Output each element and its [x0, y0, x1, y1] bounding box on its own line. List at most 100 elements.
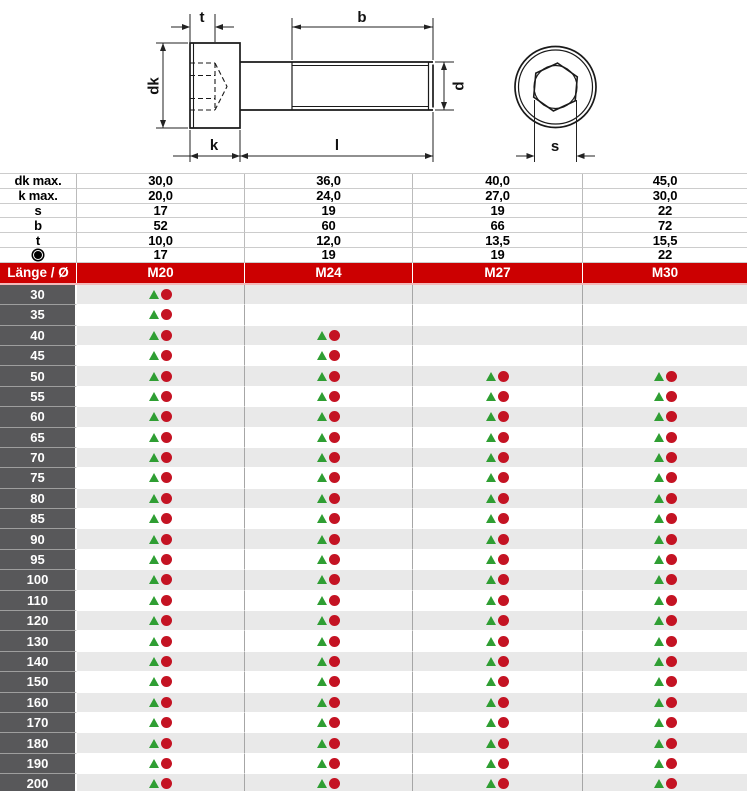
availability-cell	[77, 427, 245, 448]
availability-cell	[77, 774, 245, 791]
circle-marker-icon	[161, 594, 172, 606]
circle-marker-icon	[665, 757, 677, 769]
triangle-marker-icon	[486, 758, 496, 768]
availability-cell	[583, 305, 747, 326]
availability-cell	[583, 407, 747, 428]
circle-marker-icon	[161, 778, 172, 790]
triangle-marker-icon	[317, 453, 327, 463]
s-dimension-lines	[516, 100, 595, 162]
length-cell: 90	[0, 529, 77, 550]
length-cell: 120	[0, 611, 77, 632]
circle-marker-icon	[665, 554, 677, 566]
circle-marker-icon	[665, 676, 677, 688]
circle-marker-icon	[161, 329, 172, 341]
circle-marker-icon	[161, 288, 172, 300]
length-row-75: 75	[0, 468, 747, 489]
triangle-marker-icon	[317, 575, 327, 585]
length-cell: 35	[0, 305, 77, 326]
triangle-marker-icon	[149, 432, 159, 442]
length-row-60: 60	[0, 407, 747, 428]
triangle-marker-icon	[486, 453, 496, 463]
availability-cell	[583, 713, 747, 734]
length-row-90: 90	[0, 529, 747, 550]
availability-cell	[245, 733, 413, 754]
circle-marker-icon	[498, 594, 509, 606]
circle-marker-icon	[161, 513, 172, 525]
length-row-160: 160	[0, 692, 747, 713]
triangle-marker-icon	[149, 514, 159, 524]
spec-value: 12,0	[245, 233, 413, 248]
size-column-header-m30: M30	[651, 265, 679, 281]
circle-marker-icon	[498, 676, 509, 688]
circle-marker-icon	[161, 656, 172, 667]
circle-marker-icon	[161, 492, 172, 504]
availability-cell	[413, 753, 583, 775]
hex-socket-outline	[532, 62, 579, 112]
availability-cell	[583, 631, 747, 652]
triangle-marker-icon	[317, 473, 327, 483]
circle-marker-icon	[665, 615, 677, 627]
availability-cell	[413, 651, 583, 673]
availability-cell	[413, 712, 583, 734]
circle-marker-icon	[498, 717, 509, 729]
dim-label-k: k	[210, 137, 219, 154]
availability-cell	[77, 386, 245, 408]
circle-marker-icon	[498, 778, 509, 790]
spec-value: 15,5	[583, 233, 747, 248]
availability-cell	[413, 590, 583, 612]
spec-row-label: b	[0, 218, 77, 234]
triangle-marker-icon	[653, 473, 664, 483]
length-cell: 170	[0, 712, 77, 734]
availability-cell	[583, 591, 747, 612]
triangle-marker-icon	[486, 657, 496, 666]
triangle-marker-icon	[317, 738, 327, 748]
availability-cell	[413, 611, 583, 632]
availability-cell	[77, 733, 245, 754]
circle-marker-icon	[161, 676, 172, 688]
circle-marker-icon	[665, 411, 677, 423]
availability-cell	[583, 733, 747, 754]
circle-marker-icon	[665, 370, 677, 382]
circle-marker-icon	[329, 452, 340, 464]
triangle-marker-icon	[149, 738, 159, 748]
spec-value: 40,0	[413, 174, 583, 189]
length-cell: 130	[0, 631, 77, 652]
availability-cell	[77, 366, 245, 387]
spec-value: 10,0	[77, 233, 245, 248]
triangle-marker-icon	[317, 758, 327, 768]
triangle-marker-icon	[149, 677, 159, 687]
circle-marker-icon	[161, 615, 172, 627]
size-column-header-m24: M24	[245, 262, 413, 283]
circle-marker-icon	[498, 492, 509, 504]
triangle-marker-icon	[317, 555, 327, 565]
availability-cell	[245, 386, 413, 408]
triangle-marker-icon	[653, 595, 664, 605]
availability-cell	[583, 692, 747, 713]
spec-value: 19	[245, 247, 413, 263]
spec-value: 19	[245, 203, 413, 219]
length-cell: 70	[0, 447, 77, 469]
size-column-header-m20: M20	[77, 262, 245, 283]
triangle-marker-icon	[317, 677, 327, 687]
length-cell: 190	[0, 753, 77, 775]
triangle-marker-icon	[317, 412, 327, 422]
circle-marker-icon	[665, 574, 677, 586]
length-cell: 180	[0, 733, 77, 754]
triangle-marker-icon	[149, 718, 159, 728]
length-cell: 40	[0, 325, 77, 346]
triangle-marker-icon	[149, 391, 159, 401]
triangle-marker-icon	[317, 657, 327, 666]
triangle-marker-icon	[486, 595, 496, 605]
triangle-marker-icon	[653, 412, 664, 422]
technical-drawing: t b dk d k l s	[145, 9, 597, 162]
triangle-marker-icon	[149, 371, 159, 381]
circle-marker-icon	[329, 757, 340, 769]
availability-cell	[413, 447, 583, 469]
availability-cell	[77, 712, 245, 734]
circle-marker-icon	[161, 472, 172, 484]
spec-value: 72	[583, 218, 747, 234]
circle-marker-icon	[329, 656, 340, 667]
availability-cell	[245, 345, 413, 367]
length-cell: 75	[0, 468, 77, 489]
length-row-180: 180	[0, 733, 747, 754]
